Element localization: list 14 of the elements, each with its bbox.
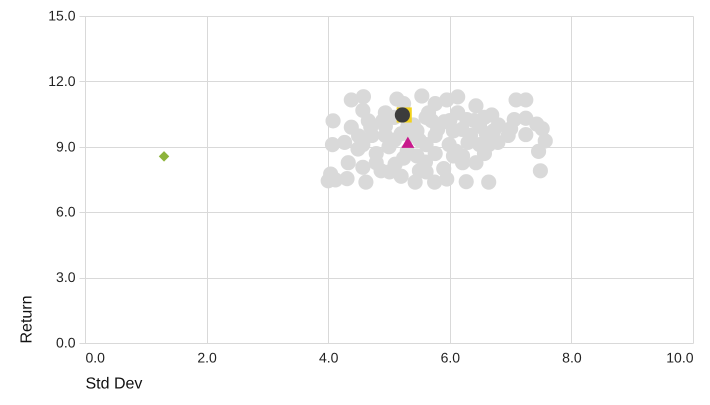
y-tick-label: 15.0 (48, 8, 76, 24)
x-tick-label: 8.0 (562, 350, 582, 366)
x-tick-label: 6.0 (440, 350, 460, 366)
x-tick-label: 4.0 (318, 350, 339, 366)
x-tick-label: 10.0 (666, 350, 694, 366)
y-tick-label: 12.0 (48, 72, 76, 89)
x-axis-title: Std Dev (86, 376, 142, 392)
y-tick-label: 6.0 (56, 204, 76, 220)
y-axis-title: Return (18, 295, 36, 344)
y-tick-label: 3.0 (56, 269, 76, 286)
x-tick-label: 0.0 (86, 350, 106, 366)
x-tick-label: 2.0 (197, 350, 218, 366)
y-tick-label: 9.0 (56, 138, 76, 154)
y-tick-label: 0.0 (56, 334, 76, 350)
